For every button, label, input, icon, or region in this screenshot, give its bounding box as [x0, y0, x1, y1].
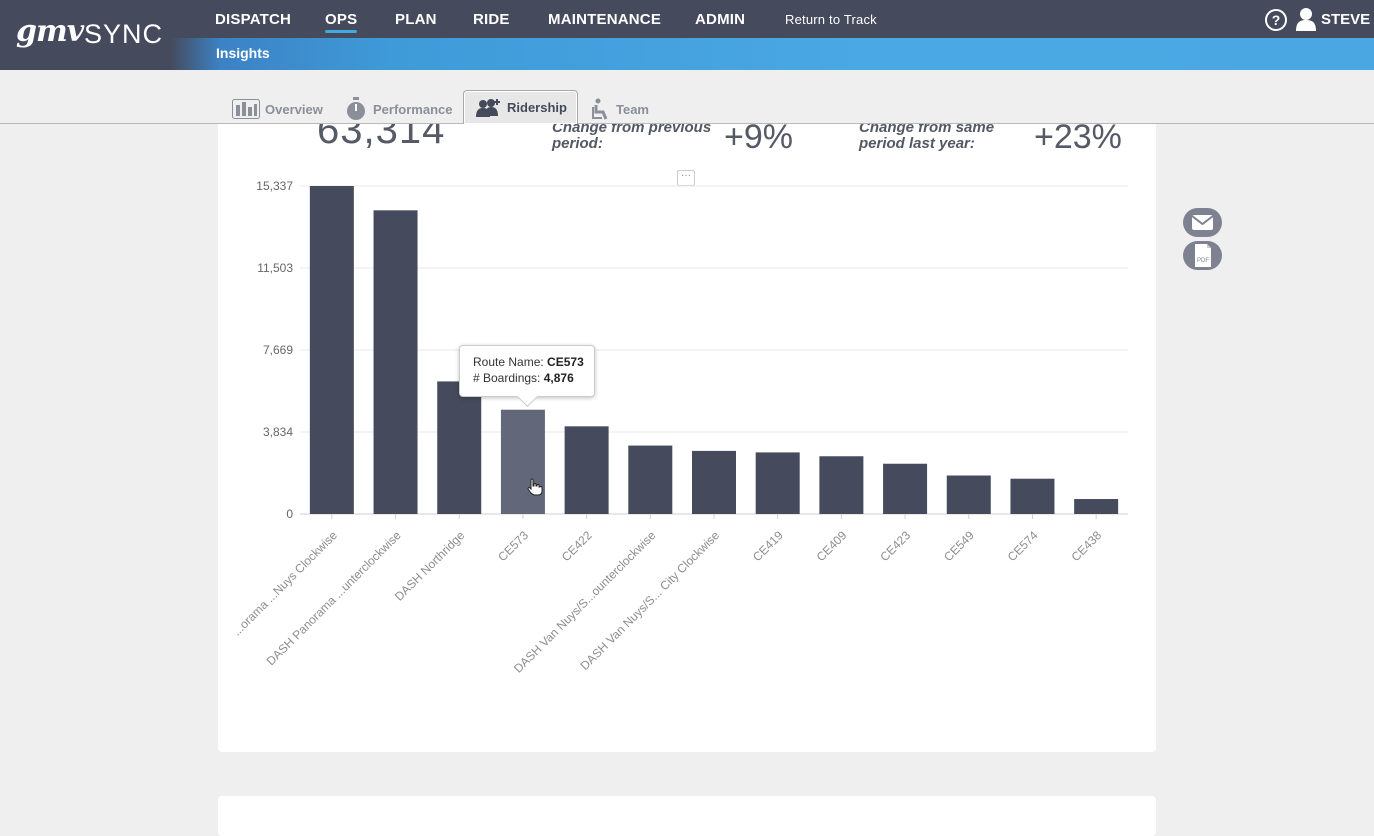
x-tick-label: CE422	[559, 528, 595, 564]
y-tick-label: 0	[286, 507, 293, 521]
stopwatch-icon	[347, 97, 365, 120]
tooltip-boardings-row: # Boardings: 4,876	[473, 370, 594, 386]
tab-overview-label: Overview	[265, 101, 323, 117]
bar[interactable]	[692, 450, 736, 514]
ridership-card: 63,314 Change from previous period: +9% …	[218, 124, 1156, 752]
y-tick-label: 15,337	[256, 179, 293, 193]
x-tick-label: CE438	[1068, 528, 1104, 564]
chart-tooltip: Route Name: CE573 # Boardings: 4,876	[459, 345, 595, 408]
user-icon[interactable]	[1296, 7, 1316, 31]
tab-team[interactable]: Team	[591, 96, 649, 122]
sub-header: Insights	[170, 38, 1374, 70]
nav-plan[interactable]: PLAN	[395, 11, 437, 28]
bar[interactable]	[373, 210, 418, 514]
tab-ridership[interactable]: Ridership	[463, 90, 578, 124]
secondary-card	[218, 796, 1156, 836]
x-tick-label: DASH Panorama ...unterclockwise	[264, 528, 404, 668]
y-tick-label: 11,503	[257, 261, 293, 275]
email-button[interactable]	[1183, 208, 1222, 237]
tab-overview[interactable]: Overview	[232, 96, 323, 122]
tab-ridership-label: Ridership	[507, 100, 567, 115]
tab-performance[interactable]: Performance	[344, 96, 452, 122]
x-tick-label: CE419	[750, 528, 786, 564]
ridership-bar-chart: 0 3,834 7,669 11,503 15,337 ...orama ...Nuys …	[230, 179, 1128, 676]
last-year-label: Change from same period last year:	[859, 124, 995, 152]
nav-ride[interactable]: RIDE	[473, 11, 510, 28]
logo-gmv: gmv	[16, 14, 84, 49]
user-name[interactable]: STEVE	[1321, 11, 1371, 28]
x-tick-label: CE409	[814, 528, 850, 564]
x-tick-label: DASH Northridge	[392, 528, 468, 604]
bar[interactable]	[1010, 478, 1055, 514]
last-year-value: +23%	[1034, 124, 1122, 156]
bar[interactable]	[437, 381, 482, 514]
people-icon	[476, 98, 500, 117]
tooltip-boardings-label: # Boardings:	[473, 371, 541, 385]
x-tick-label: ...orama ...Nuys Clockwise	[230, 528, 341, 639]
bar[interactable]	[500, 409, 545, 514]
app-logo[interactable]: gmv SYNC	[0, 0, 170, 70]
bar[interactable]	[819, 456, 864, 514]
nav-admin[interactable]: ADMIN	[695, 11, 746, 28]
page-title: Insights	[216, 45, 270, 61]
nav-dispatch[interactable]: DISPATCH	[215, 11, 292, 28]
tab-performance-label: Performance	[373, 101, 453, 117]
pdf-icon: PDF	[1195, 244, 1211, 267]
x-tick-label: DASH Van Nuys/S... City Clockwise	[578, 528, 723, 673]
bar[interactable]	[946, 475, 991, 514]
bar[interactable]	[883, 463, 928, 514]
bar[interactable]	[628, 445, 673, 514]
return-to-track-link[interactable]: Return to Track	[785, 12, 877, 27]
x-tick-label: CE573	[495, 528, 531, 564]
x-tick-label: CE574	[1005, 528, 1041, 564]
nav-maintenance[interactable]: MAINTENANCE	[548, 11, 662, 28]
tooltip-route-label: Route Name:	[473, 355, 544, 369]
hand-cursor-icon	[527, 478, 543, 496]
pdf-button[interactable]: PDF	[1183, 241, 1222, 270]
tooltip-route-row: Route Name: CE573	[473, 354, 594, 370]
tooltip-boardings-value: 4,876	[543, 371, 574, 385]
bar[interactable]	[755, 452, 800, 514]
bar[interactable]	[1074, 499, 1119, 514]
y-tick-label: 7,669	[263, 343, 293, 357]
y-tick-label: 3,834	[263, 425, 293, 439]
tooltip-route-value: CE573	[547, 355, 584, 369]
x-tick-label: CE423	[877, 528, 913, 564]
bar-chart-icon	[232, 99, 260, 119]
email-icon	[1191, 215, 1214, 230]
x-tick-label: DASH Van Nuys/S...ounterclockwise	[511, 528, 659, 676]
tab-team-label: Team	[616, 101, 649, 117]
bar[interactable]	[564, 426, 609, 514]
top-nav-bar	[0, 0, 1374, 38]
logo-sync: SYNC	[84, 19, 164, 49]
seated-person-icon	[592, 98, 608, 120]
total-boardings-value: 63,314	[317, 124, 446, 152]
previous-period-value: +9%	[724, 124, 793, 156]
previous-period-label: Change from previous period:	[552, 124, 712, 152]
bar[interactable]	[309, 186, 354, 514]
help-icon[interactable]: ?	[1265, 9, 1287, 31]
nav-ops[interactable]: OPS	[325, 11, 358, 33]
x-tick-label: CE549	[941, 528, 977, 564]
pdf-label: PDF	[1197, 258, 1209, 264]
tab-divider	[0, 123, 1374, 124]
